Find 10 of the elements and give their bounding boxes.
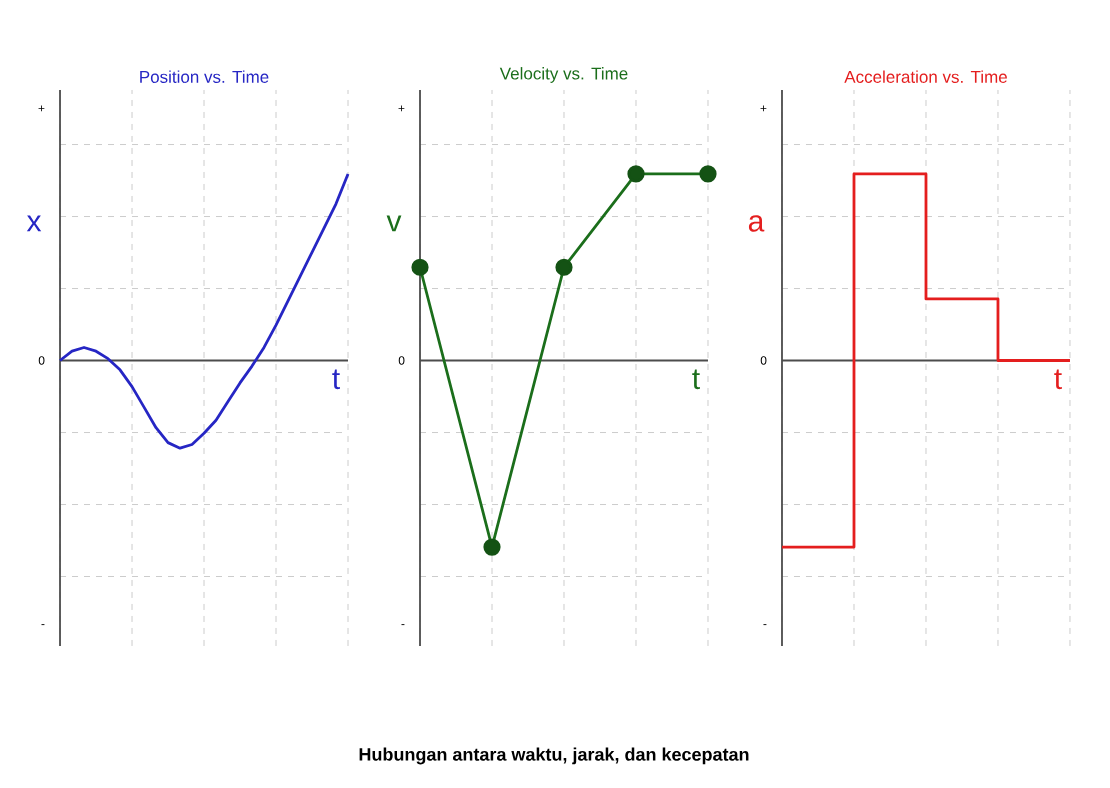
chart-title: Acceleration vs. Time	[844, 70, 1007, 83]
y-axis-title: v	[386, 215, 402, 232]
x-axis-title: t	[332, 369, 340, 390]
x-axis-title: t	[692, 369, 700, 390]
y-axis-title: x	[26, 215, 42, 232]
chart-title: Position vs. Time	[140, 70, 269, 83]
chart-title: Velocity vs. Time	[499, 67, 628, 83]
x-axis-title: t	[1054, 369, 1062, 390]
text: Hubungan antara waktu, jarak, dan kecepatan	[359, 747, 749, 765]
y-axis-title: a	[748, 215, 765, 232]
